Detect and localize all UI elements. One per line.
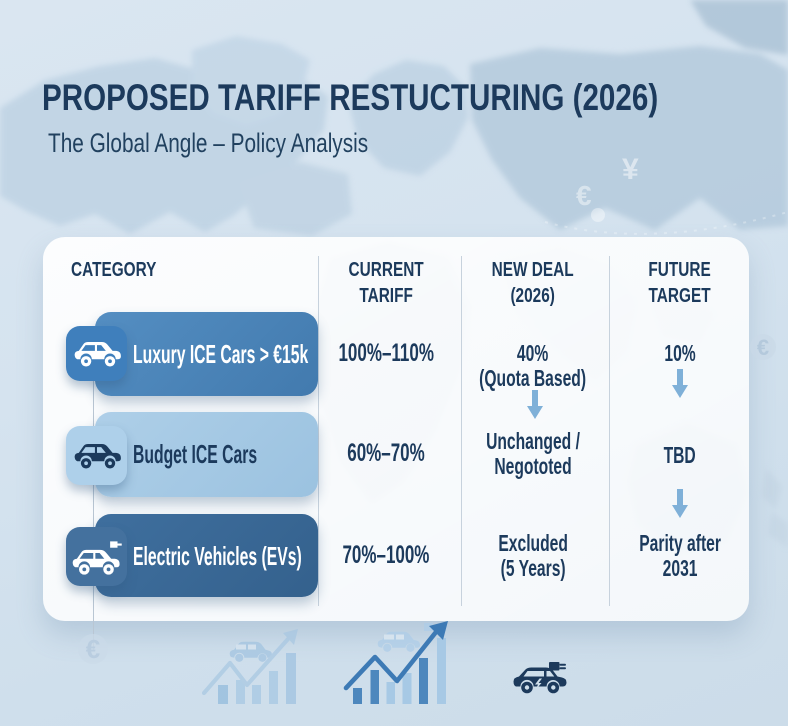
svg-text:€: € <box>576 180 592 211</box>
svg-text:€: € <box>86 634 100 664</box>
svg-text:¥: ¥ <box>622 153 639 186</box>
svg-text:€: € <box>757 335 769 360</box>
